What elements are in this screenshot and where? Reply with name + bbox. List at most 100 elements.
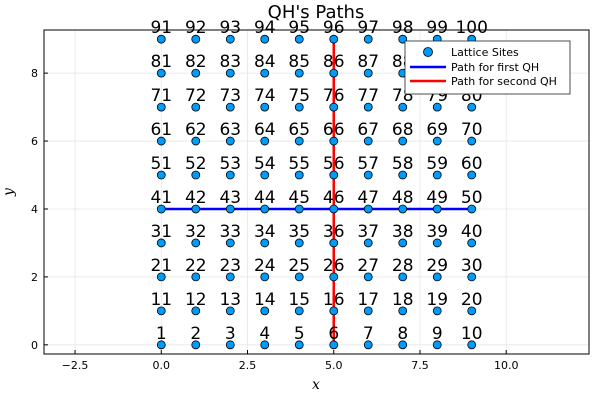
lattice-site-marker <box>260 102 270 112</box>
lattice-site-marker <box>329 170 339 180</box>
lattice-site-marker <box>467 136 477 146</box>
lattice-site-marker <box>156 102 166 112</box>
lattice-site-label: 17 <box>357 290 379 310</box>
lattice-site-marker <box>432 238 442 248</box>
x-tick-label: 7.5 <box>411 359 429 372</box>
lattice-site-marker <box>432 204 442 214</box>
lattice-site-marker <box>156 170 166 180</box>
lattice-site-marker <box>225 136 235 146</box>
lattice-site-marker <box>363 204 373 214</box>
lattice-site-label: 91 <box>150 18 172 38</box>
legend: Lattice Sites Path for first QH Path for… <box>404 40 571 95</box>
lattice-site-marker <box>294 136 304 146</box>
lattice-site-marker <box>363 68 373 78</box>
lattice-site-label: 99 <box>426 18 448 38</box>
lattice-site-label: 21 <box>150 256 172 276</box>
x-tick-label: −2.5 <box>62 359 89 372</box>
lattice-site-marker <box>156 238 166 248</box>
lattice-site-label: 22 <box>185 256 207 276</box>
lattice-site-marker <box>294 68 304 78</box>
lattice-site-marker <box>260 136 270 146</box>
lattice-site-label: 61 <box>150 120 172 140</box>
lattice-site-marker <box>191 272 201 282</box>
lattice-site-label: 23 <box>219 256 241 276</box>
lattice-site-label: 87 <box>357 52 379 72</box>
lattice-site-marker <box>191 34 201 44</box>
lattice-site-marker <box>329 306 339 316</box>
lattice-site-marker <box>432 170 442 180</box>
lattice-site-marker <box>225 306 235 316</box>
lattice-site-label: 56 <box>323 154 345 174</box>
lattice-site-label: 72 <box>185 86 207 106</box>
lattice-site-label: 24 <box>254 256 276 276</box>
lattice-site-label: 66 <box>323 120 345 140</box>
lattice-site-label: 58 <box>392 154 414 174</box>
lattice-site-marker <box>294 272 304 282</box>
lattice-site-marker <box>432 102 442 112</box>
lattice-site-label: 12 <box>185 290 207 310</box>
lattice-site-label: 83 <box>219 52 241 72</box>
lattice-site-label: 47 <box>357 188 379 208</box>
lattice-site-label: 54 <box>254 154 276 174</box>
lattice-site-label: 9 <box>432 324 443 344</box>
lattice-site-label: 19 <box>426 290 448 310</box>
lattice-site-label: 75 <box>288 86 310 106</box>
lattice-site-marker <box>329 34 339 44</box>
lattice-site-marker <box>260 34 270 44</box>
x-tick-label: 2.5 <box>239 359 257 372</box>
lattice-site-marker <box>432 272 442 282</box>
lattice-site-label: 52 <box>185 154 207 174</box>
lattice-site-marker <box>191 306 201 316</box>
lattice-site-label: 25 <box>288 256 310 276</box>
lattice-site-label: 38 <box>392 222 414 242</box>
lattice-site-label: 10 <box>461 324 483 344</box>
lattice-site-label: 73 <box>219 86 241 106</box>
lattice-site-marker <box>363 272 373 282</box>
legend-second-qh-label: Path for second QH <box>451 75 557 88</box>
lattice-site-label: 44 <box>254 188 276 208</box>
lattice-site-label: 49 <box>426 188 448 208</box>
lattice-site-marker <box>191 102 201 112</box>
x-tick-label: 10.0 <box>494 359 519 372</box>
lattice-site-marker <box>191 340 201 350</box>
path-lines <box>161 39 472 345</box>
lattice-site-label: 74 <box>254 86 276 106</box>
lattice-site-marker <box>225 204 235 214</box>
lattice-site-marker <box>294 204 304 214</box>
lattice-site-marker <box>467 306 477 316</box>
y-tick-label: 6 <box>31 135 38 148</box>
lattice-site-marker <box>156 34 166 44</box>
lattice-site-marker <box>191 136 201 146</box>
lattice-site-marker <box>225 238 235 248</box>
lattice-site-label: 4 <box>259 324 270 344</box>
lattice-site-marker <box>191 68 201 78</box>
lattice-site-marker <box>329 238 339 248</box>
lattice-site-label: 93 <box>219 18 241 38</box>
lattice-site-marker <box>294 170 304 180</box>
lattice-site-label: 84 <box>254 52 276 72</box>
lattice-site-label: 62 <box>185 120 207 140</box>
lattice-site-label: 28 <box>392 256 414 276</box>
lattice-site-marker <box>225 102 235 112</box>
lattice-site-label: 34 <box>254 222 276 242</box>
lattice-site-label: 36 <box>323 222 345 242</box>
lattice-site-label: 14 <box>254 290 276 310</box>
lattice-site-label: 3 <box>225 324 236 344</box>
lattice-site-label: 95 <box>288 18 310 38</box>
lattice-site-label: 59 <box>426 154 448 174</box>
lattice-site-marker <box>329 204 339 214</box>
lattice-site-label: 63 <box>219 120 241 140</box>
lattice-site-marker <box>225 170 235 180</box>
lattice-site-label: 37 <box>357 222 379 242</box>
lattice-site-label: 18 <box>392 290 414 310</box>
lattice-site-marker <box>467 340 477 350</box>
lattice-site-marker <box>225 272 235 282</box>
lattice-site-label: 8 <box>397 324 408 344</box>
lattice-site-label: 65 <box>288 120 310 140</box>
lattice-site-marker <box>467 238 477 248</box>
lattice-site-label: 76 <box>323 86 345 106</box>
y-tick-label: 4 <box>31 203 38 216</box>
lattice-site-marker <box>260 170 270 180</box>
lattice-site-marker <box>156 306 166 316</box>
